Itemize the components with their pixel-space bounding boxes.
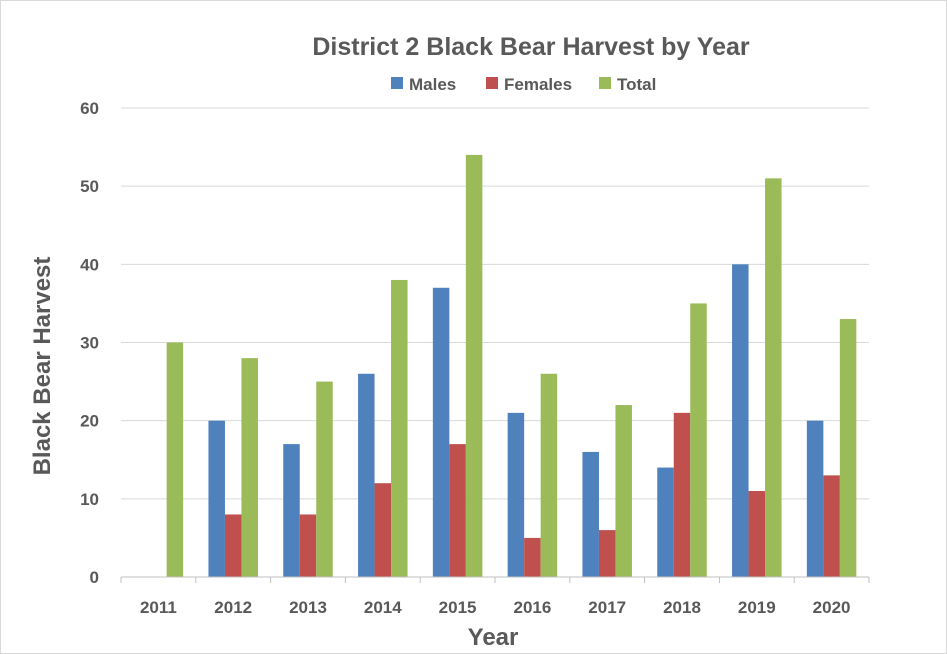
bar-males-2020 <box>806 420 824 577</box>
bar-males-2017 <box>582 451 599 577</box>
x-tick-label: 2013 <box>289 598 327 617</box>
x-tick-label: 2019 <box>738 598 776 617</box>
x-axis-ticks: 2011 2012 2013 2014 2015 2016 2017 2018 2019 2020 <box>140 598 851 617</box>
y-tick-label: 10 <box>80 490 99 509</box>
x-axis-title: Year <box>468 624 519 651</box>
bar-total-2018 <box>690 303 707 577</box>
bar-total-2012 <box>241 358 258 577</box>
bar-females-2019 <box>748 491 766 577</box>
bar-males-2014 <box>358 373 375 577</box>
x-tick-label: 2015 <box>439 598 477 617</box>
y-tick-label: 0 <box>90 568 99 587</box>
x-tick-label: 2020 <box>813 598 851 617</box>
bar-males-2016 <box>507 412 525 577</box>
y-tick-label: 50 <box>80 177 99 196</box>
bars <box>166 154 857 577</box>
legend-label-females: Females <box>504 75 572 94</box>
x-tick-label: 2018 <box>663 598 701 617</box>
bar-males-2013 <box>283 444 300 577</box>
bar-females-2016 <box>524 537 541 577</box>
bar-females-2015 <box>449 444 466 577</box>
legend-label-males: Males <box>409 75 456 94</box>
x-tick-label: 2014 <box>364 598 402 617</box>
chart-title: District 2 Black Bear Harvest by Year <box>312 33 750 61</box>
bar-females-2020 <box>823 475 840 577</box>
legend-swatch-females <box>486 77 498 89</box>
x-tick-label: 2012 <box>214 598 252 617</box>
bar-total-2016 <box>540 373 558 577</box>
bar-total-2019 <box>765 178 782 577</box>
bar-females-2013 <box>299 514 317 577</box>
bar-males-2012 <box>208 420 225 577</box>
y-axis-ticks: 0 10 20 30 40 50 60 <box>80 99 99 587</box>
bar-total-2013 <box>316 381 333 577</box>
y-tick-label: 30 <box>80 334 99 353</box>
bar-males-2019 <box>732 264 749 577</box>
bar-total-2014 <box>391 279 408 577</box>
y-axis-title: Black Bear Harvest <box>29 257 56 476</box>
bar-females-2017 <box>598 530 616 577</box>
gridlines <box>121 107 869 500</box>
legend-swatch-males <box>391 77 403 89</box>
x-tick-label: 2016 <box>513 598 551 617</box>
bar-females-2012 <box>224 514 242 577</box>
bar-males-2018 <box>657 467 674 577</box>
legend-label-total: Total <box>617 75 656 94</box>
bar-females-2018 <box>673 412 691 577</box>
x-axis <box>120 576 870 583</box>
bar-total-2020 <box>839 319 857 577</box>
bar-total-2011 <box>166 342 184 577</box>
bar-total-2015 <box>465 154 483 577</box>
x-tick-label: 2011 <box>140 598 177 617</box>
y-tick-label: 20 <box>80 412 99 431</box>
y-tick-label: 60 <box>80 99 99 118</box>
legend: Males Females Total <box>391 75 656 94</box>
bar-total-2017 <box>615 405 632 577</box>
legend-swatch-total <box>599 77 611 89</box>
bar-males-2015 <box>432 287 450 577</box>
y-tick-label: 40 <box>80 255 99 274</box>
bar-females-2014 <box>374 483 392 577</box>
x-tick-label: 2017 <box>588 598 626 617</box>
